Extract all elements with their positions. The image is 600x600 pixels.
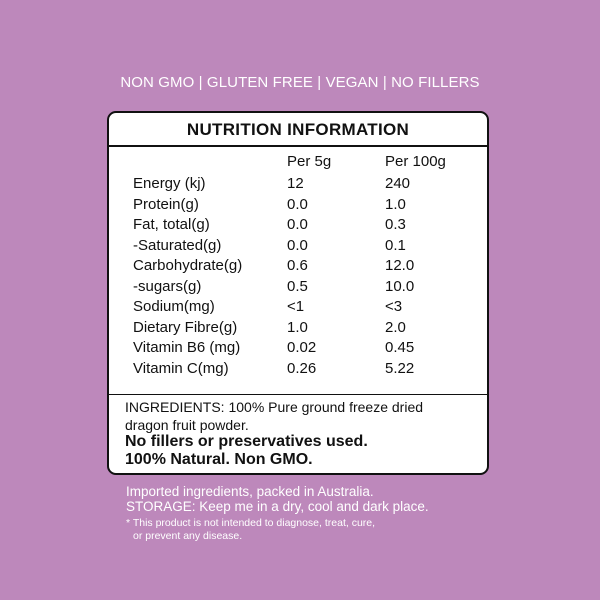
ingredients-line: INGREDIENTS: 100% Pure ground freeze dri… — [125, 399, 424, 415]
value-per-100g: 2.0 — [385, 318, 406, 336]
nutrient-label: Fat, total(g) — [133, 216, 210, 233]
value-per-5g: 0.26 — [287, 359, 317, 377]
ingredients-line: dragon fruit powder. — [125, 417, 249, 433]
value-per-100g: 0.1 — [385, 236, 406, 254]
value-per-100g: 0.3 — [385, 216, 406, 233]
value-per-100g: <3 — [385, 298, 403, 315]
origin-note: Imported ingredients, packed in Australi… — [126, 484, 374, 499]
nutrient-label: Sodium(mg) — [133, 298, 215, 315]
value-per-5g: <1 — [287, 298, 305, 315]
nutrition-panel: NUTRITION INFORMATION Per 5g Per 100g En… — [107, 111, 489, 475]
ingredients-divider — [109, 394, 487, 395]
nutrient-label: Energy (kj) — [133, 175, 206, 192]
value-per-100g: 10.0 — [385, 277, 415, 295]
value-per-100g: 12.0 — [385, 257, 415, 274]
value-per-5g: 0.6 — [287, 257, 308, 274]
natural-claim: 100% Natural. Non GMO. — [125, 451, 313, 468]
product-claims-tagline: NON GMO | GLUTEN FREE | VEGAN | NO FILLE… — [120, 74, 480, 91]
value-per-5g: 0.02 — [287, 339, 317, 356]
ingredients-text: INGREDIENTS: 100% Pure ground freeze dri… — [125, 398, 475, 434]
nutrient-label: Protein(g) — [133, 195, 199, 213]
value-per-5g: 0.0 — [287, 195, 308, 213]
disclaimer-line: * This product is not intended to diagno… — [126, 517, 376, 529]
value-per-5g: 1.0 — [287, 318, 308, 336]
value-per-100g: 1.0 — [385, 195, 406, 213]
footer-notes: Imported ingredients, packed in Australi… — [126, 484, 429, 543]
value-per-5g: 12 — [287, 175, 304, 192]
value-per-100g: 0.45 — [385, 339, 415, 356]
nutrition-panel-title: NUTRITION INFORMATION — [109, 113, 487, 147]
value-per-100g: 240 — [385, 175, 411, 192]
nutrient-label: -sugars(g) — [133, 277, 202, 295]
value-per-5g: 0.0 — [287, 236, 308, 254]
no-fillers-claim: No fillers or preservatives used. — [125, 433, 368, 450]
storage-note: STORAGE: Keep me in a dry, cool and dark… — [126, 499, 429, 514]
value-per-5g: 0.5 — [287, 277, 308, 295]
value-per-5g: 0.0 — [287, 216, 308, 233]
nutrient-label: Carbohydrate(g) — [133, 257, 243, 274]
nutrient-label: Vitamin B6 (mg) — [133, 339, 241, 356]
disclaimer: * This product is not intended to diagno… — [126, 517, 426, 543]
column-header-per-5g: Per 5g — [287, 153, 332, 170]
value-per-100g: 5.22 — [385, 359, 415, 377]
nutrient-label: Vitamin C(mg) — [133, 359, 229, 377]
nutrient-label: Dietary Fibre(g) — [133, 318, 238, 336]
bold-claims: No fillers or preservatives used. 100% N… — [125, 433, 475, 469]
nutrient-label: -Saturated(g) — [133, 236, 222, 254]
column-header-per-100g: Per 100g — [385, 153, 446, 170]
disclaimer-line: or prevent any disease. — [133, 530, 243, 542]
